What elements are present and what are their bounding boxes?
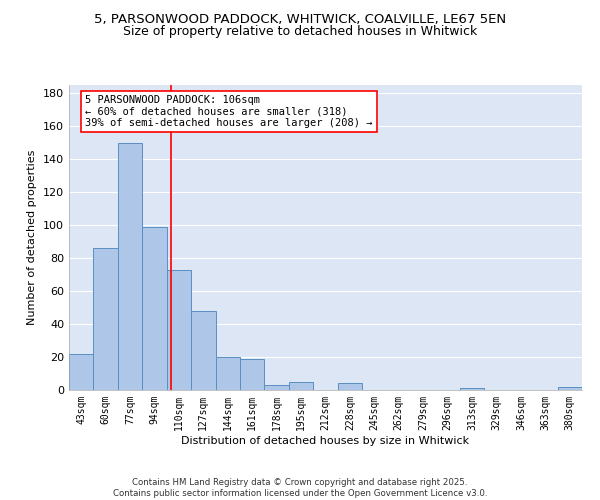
Bar: [118, 142, 142, 390]
Bar: [338, 384, 362, 390]
Bar: [191, 311, 215, 390]
Bar: [94, 248, 118, 390]
Y-axis label: Number of detached properties: Number of detached properties: [28, 150, 37, 325]
Text: 5 PARSONWOOD PADDOCK: 106sqm
← 60% of detached houses are smaller (318)
39% of s: 5 PARSONWOOD PADDOCK: 106sqm ← 60% of de…: [85, 95, 373, 128]
Text: 5, PARSONWOOD PADDOCK, WHITWICK, COALVILLE, LE67 5EN: 5, PARSONWOOD PADDOCK, WHITWICK, COALVIL…: [94, 12, 506, 26]
Bar: [240, 358, 265, 390]
Bar: [265, 385, 289, 390]
Bar: [142, 227, 167, 390]
X-axis label: Distribution of detached houses by size in Whitwick: Distribution of detached houses by size …: [181, 436, 470, 446]
Bar: [167, 270, 191, 390]
Bar: [215, 357, 240, 390]
Bar: [460, 388, 484, 390]
Bar: [289, 382, 313, 390]
Bar: [557, 386, 582, 390]
Text: Size of property relative to detached houses in Whitwick: Size of property relative to detached ho…: [123, 25, 477, 38]
Text: Contains HM Land Registry data © Crown copyright and database right 2025.
Contai: Contains HM Land Registry data © Crown c…: [113, 478, 487, 498]
Bar: [69, 354, 94, 390]
